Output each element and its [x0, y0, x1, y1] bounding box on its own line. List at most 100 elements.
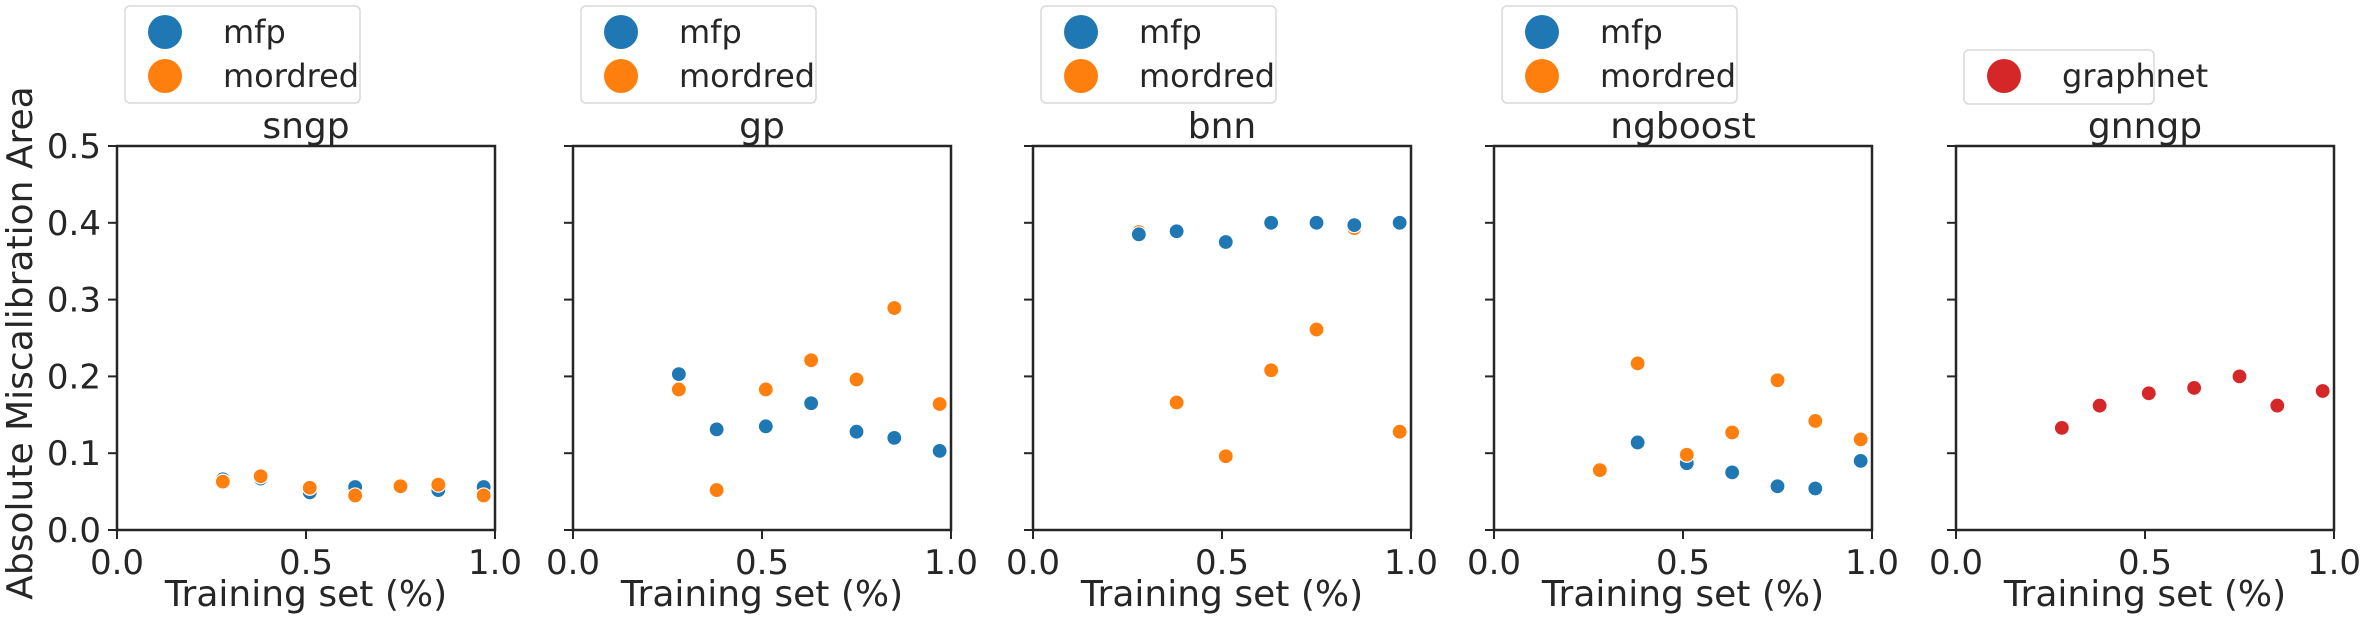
data-point-mfp	[670, 365, 687, 383]
y-tick-label: 0.3	[47, 281, 101, 321]
x-tick-label: 0.5	[1195, 543, 1249, 583]
legend-box	[124, 5, 361, 104]
legend-label-mfp: mfp	[679, 13, 742, 51]
data-point-graphnet	[2091, 397, 2108, 414]
data-point-mfp	[886, 429, 903, 446]
legend-marker-mordred	[604, 59, 638, 93]
plot-frame	[1954, 144, 2336, 532]
x-tick-label: 0.0	[1929, 543, 1983, 583]
data-point-mordred	[252, 468, 269, 485]
legend-label-mfp: mfp	[223, 13, 286, 51]
legend: mfp mordred	[1501, 5, 1738, 104]
y-tick-label: 0.0	[47, 511, 101, 551]
legend-marker-mfp	[1525, 15, 1559, 49]
legend-label-mordred: mordred	[679, 57, 815, 95]
x-tick-label: 1.0	[2307, 543, 2361, 583]
data-point-mfp	[1391, 214, 1408, 231]
series-mordred	[214, 468, 492, 504]
legend-box	[1040, 5, 1277, 104]
data-point-mfp	[1852, 452, 1869, 469]
series-mordred	[1591, 355, 1869, 479]
data-point-mordred	[1629, 355, 1646, 372]
data-point-mfp	[1263, 214, 1280, 231]
data-point-mordred	[214, 473, 231, 490]
legend-marker-mfp	[148, 15, 182, 49]
x-axis-label: Training set (%)	[1080, 574, 1363, 615]
data-point-mordred	[430, 476, 447, 493]
x-tick-label: 0.5	[2118, 543, 2172, 583]
x-tick-label: 0.5	[735, 543, 789, 583]
data-point-mfp	[848, 423, 865, 440]
data-point-mfp	[803, 395, 820, 412]
x-tick-label: 1.0	[924, 543, 978, 583]
data-point-mfp	[757, 418, 774, 435]
plot-frame	[115, 144, 497, 532]
data-point-mordred	[931, 395, 948, 413]
plot-frame	[1031, 144, 1413, 532]
x-tick-label: 0.0	[1467, 543, 1521, 583]
data-point-mfp	[1629, 434, 1646, 451]
legend-label-mordred: mordred	[1600, 57, 1736, 95]
data-point-mordred	[392, 478, 409, 495]
legend-marker-mordred	[1064, 59, 1098, 93]
data-point-mfp	[1130, 226, 1147, 243]
x-tick-label: 0.0	[90, 543, 144, 583]
data-point-mordred	[1769, 372, 1786, 389]
data-point-mfp	[1217, 233, 1234, 251]
legend: mfp mordred	[1040, 5, 1277, 104]
data-point-mordred	[1308, 321, 1325, 338]
x-tick-label: 0.5	[279, 543, 333, 583]
data-point-mordred	[1391, 423, 1408, 440]
data-point-graphnet	[2269, 397, 2286, 414]
data-point-mordred	[1591, 461, 1608, 479]
legend: mfp mordred	[124, 5, 361, 104]
data-point-mordred	[670, 381, 687, 398]
data-point-mordred	[757, 381, 774, 398]
x-tick-label: 0.0	[546, 543, 600, 583]
data-point-mordred	[1217, 448, 1234, 465]
panel-ngboost: 0.0 0.5 1.0 Training set (%) ngboost mfp mordr…	[1467, 5, 1899, 615]
series-mfp	[1130, 214, 1408, 251]
panel-gnngp: 0.0 0.5 1.0 Training set (%) gnngp graphnet	[1929, 49, 2361, 615]
legend: mfp mordred	[580, 5, 817, 104]
x-tick-label: 0.5	[1656, 543, 1710, 583]
series-mfp	[1629, 434, 1869, 497]
series-mordred	[1130, 220, 1408, 465]
panel-title: ngboost	[1610, 106, 1755, 147]
legend-label-mfp: mfp	[1139, 13, 1202, 51]
data-point-mordred	[347, 487, 364, 504]
data-point-graphnet	[2314, 382, 2331, 400]
data-point-mordred	[301, 479, 318, 496]
data-point-mfp	[1807, 480, 1824, 497]
x-tick-label: 1.0	[468, 543, 522, 583]
legend-label-mordred: mordred	[223, 57, 359, 95]
legend-marker-mordred	[148, 59, 182, 93]
legend-box	[580, 5, 817, 104]
panel-title: sngp	[262, 106, 349, 147]
data-point-graphnet	[2186, 379, 2203, 397]
y-axis-label: Absolute Miscalibration Area	[0, 86, 41, 599]
x-tick-label: 1.0	[1384, 543, 1438, 583]
legend-marker-mfp	[604, 15, 638, 49]
legend-marker-mfp	[1064, 15, 1098, 49]
panel-bnn: 0.0 0.5 1.0 Training set (%) bnn mfp mordred	[1006, 5, 1438, 615]
y-tick-label: 0.1	[47, 434, 101, 474]
data-point-mordred	[1678, 446, 1695, 463]
data-point-mfp	[1769, 478, 1786, 495]
data-point-mordred	[1852, 431, 1869, 448]
y-tick-label: 0.5	[47, 127, 101, 167]
data-point-mfp	[1168, 223, 1185, 240]
panel-gp: 0.0 0.5 1.0 Training set (%) gp mfp mordred	[546, 5, 978, 615]
panel-title: bnn	[1188, 106, 1256, 147]
panel-title: gp	[739, 106, 785, 147]
x-tick-label: 0.0	[1006, 543, 1060, 583]
data-point-mfp	[1724, 464, 1741, 481]
y-tick-label: 0.4	[47, 204, 101, 244]
x-axis-label: Training set (%)	[2003, 574, 2286, 615]
legend-label-graphnet: graphnet	[2062, 57, 2208, 95]
plot-frame	[1492, 144, 1874, 532]
data-point-mordred	[1263, 362, 1280, 379]
data-point-mordred	[708, 481, 725, 499]
